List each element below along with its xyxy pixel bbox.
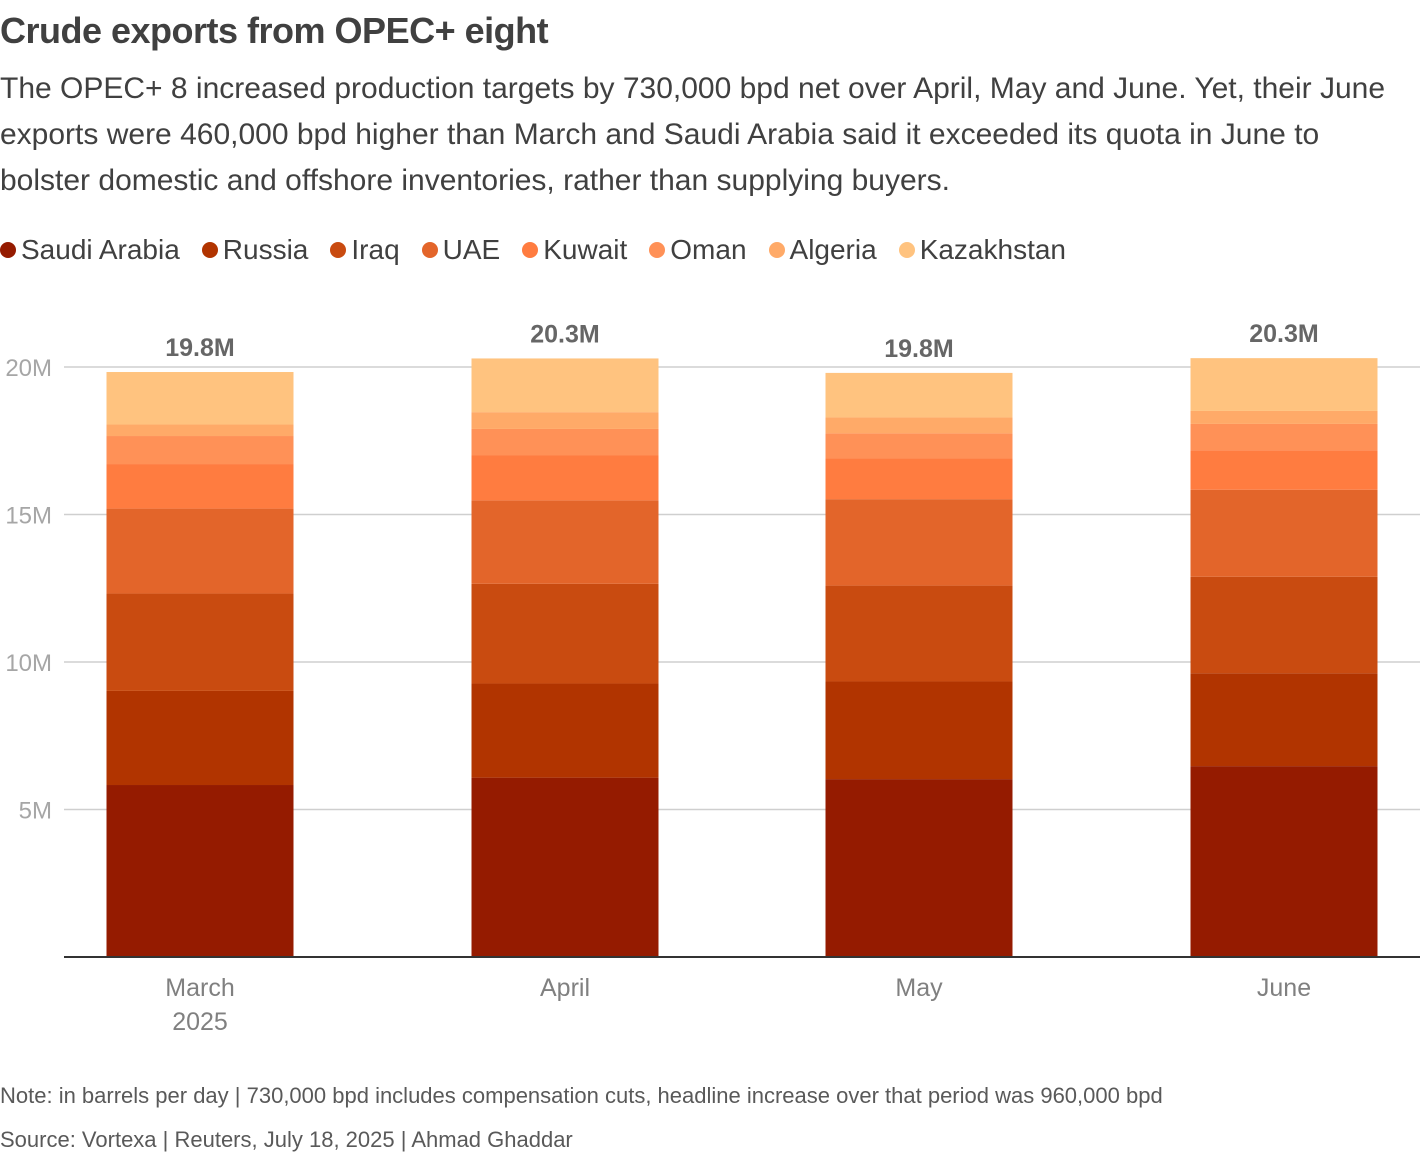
bar-segment-russia — [106, 690, 294, 786]
legend-item-iraq: Iraq — [330, 234, 400, 266]
bar-segment-oman — [471, 428, 659, 456]
chart-source: Source: Vortexa | Reuters, July 18, 2025… — [0, 1127, 573, 1152]
bar-segment-kuwait — [106, 464, 294, 509]
bar-segment-saudi-arabia — [471, 777, 659, 957]
chart-note: Note: in barrels per day | 730,000 bpd i… — [0, 1083, 1163, 1108]
legend-label: Oman — [670, 234, 747, 265]
x-tick-label: April — [540, 974, 590, 1002]
bar-segment-algeria — [471, 412, 659, 429]
legend-swatch — [201, 242, 218, 258]
bar-segment-oman — [106, 436, 294, 465]
y-tick-label: 5M — [19, 798, 52, 825]
bar-segment-kazakhstan — [106, 372, 294, 425]
bar-segment-algeria — [825, 417, 1013, 434]
bar-segment-oman — [825, 433, 1013, 459]
bar-total-label: 19.8M — [884, 335, 953, 363]
y-tick-label: 15M — [5, 503, 52, 530]
bar-segment-algeria — [1190, 410, 1378, 424]
bar-segment-uae — [106, 508, 294, 594]
bar-segment-kuwait — [825, 458, 1013, 500]
legend-label: Iraq — [351, 234, 400, 265]
bar-segment-kazakhstan — [471, 358, 659, 413]
bar-segment-oman — [1190, 423, 1378, 451]
legend-label: Kuwait — [543, 234, 628, 265]
legend-item-kazakhstan: Kazakhstan — [898, 234, 1067, 266]
x-tick-label: 2025 — [172, 1008, 228, 1036]
bar-segment-kazakhstan — [1190, 358, 1378, 411]
legend-item-uae: UAE — [421, 234, 501, 266]
bar-segment-iraq — [471, 583, 659, 684]
chart-subtitle: The OPEC+ 8 increased production targets… — [0, 72, 1386, 197]
bar-segment-uae — [825, 499, 1013, 586]
legend-label: Russia — [222, 234, 309, 265]
legend-swatch — [330, 242, 347, 258]
bar-segment-kuwait — [1190, 450, 1378, 490]
chart-title: Crude exports from OPEC+ eight — [0, 10, 549, 51]
bar-segment-kuwait — [471, 455, 659, 501]
bar-total-label: 20.3M — [1249, 320, 1318, 348]
x-tick-label: March — [165, 974, 234, 1002]
bar-segment-algeria — [106, 424, 294, 437]
legend-label: UAE — [442, 234, 501, 265]
y-tick-label: 10M — [5, 650, 52, 677]
bar-segment-russia — [471, 683, 659, 778]
bar-segment-uae — [1190, 489, 1378, 577]
x-tick-label: June — [1257, 974, 1311, 1002]
legend-swatch — [649, 242, 666, 258]
legend-label: Algeria — [789, 234, 877, 265]
bar-segment-russia — [1190, 673, 1378, 767]
legend-item-saudi-arabia: Saudi Arabia — [0, 234, 180, 266]
bar-segment-iraq — [106, 593, 294, 691]
bar-total-label: 20.3M — [530, 320, 599, 348]
bar-segment-saudi-arabia — [825, 779, 1013, 957]
legend-label: Kazakhstan — [919, 234, 1067, 265]
y-tick-label: 20M — [5, 355, 52, 382]
legend-item-algeria: Algeria — [768, 234, 877, 266]
legend: Saudi Arabia Russia Iraq UAE Kuwait Oman Alger… — [0, 234, 1088, 266]
legend-swatch — [898, 242, 915, 258]
legend-swatch — [768, 242, 785, 258]
bar-segment-iraq — [825, 585, 1013, 682]
legend-label: Saudi Arabia — [21, 234, 180, 265]
legend-swatch — [421, 242, 438, 258]
bar-segment-uae — [471, 500, 659, 584]
stacked-bar-chart: 5M 10M 15M 20M 19.8M March 2025 20.3M April 19.8M… — [5, 320, 1420, 1036]
legend-swatch — [522, 242, 539, 258]
bar-segment-russia — [825, 681, 1013, 780]
legend-item-kuwait: Kuwait — [522, 234, 627, 266]
legend-swatch — [0, 242, 16, 258]
bar-segment-kazakhstan — [825, 372, 1013, 418]
legend-item-oman: Oman — [649, 234, 747, 266]
bar-total-label: 19.8M — [165, 334, 234, 362]
bar-segment-iraq — [1190, 576, 1378, 674]
x-tick-label: May — [895, 974, 943, 1002]
bar-segment-saudi-arabia — [1190, 766, 1378, 957]
legend-item-russia: Russia — [201, 234, 309, 266]
bar-segment-saudi-arabia — [106, 785, 294, 957]
